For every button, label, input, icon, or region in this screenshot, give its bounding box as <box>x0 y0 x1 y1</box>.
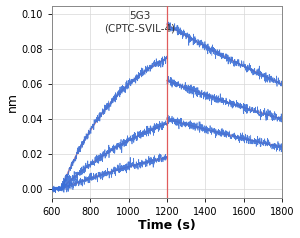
X-axis label: Time (s): Time (s) <box>138 219 196 233</box>
Y-axis label: nm: nm <box>6 92 19 112</box>
Text: 5G3
(CPTC-SVIL-4): 5G3 (CPTC-SVIL-4) <box>104 11 175 34</box>
